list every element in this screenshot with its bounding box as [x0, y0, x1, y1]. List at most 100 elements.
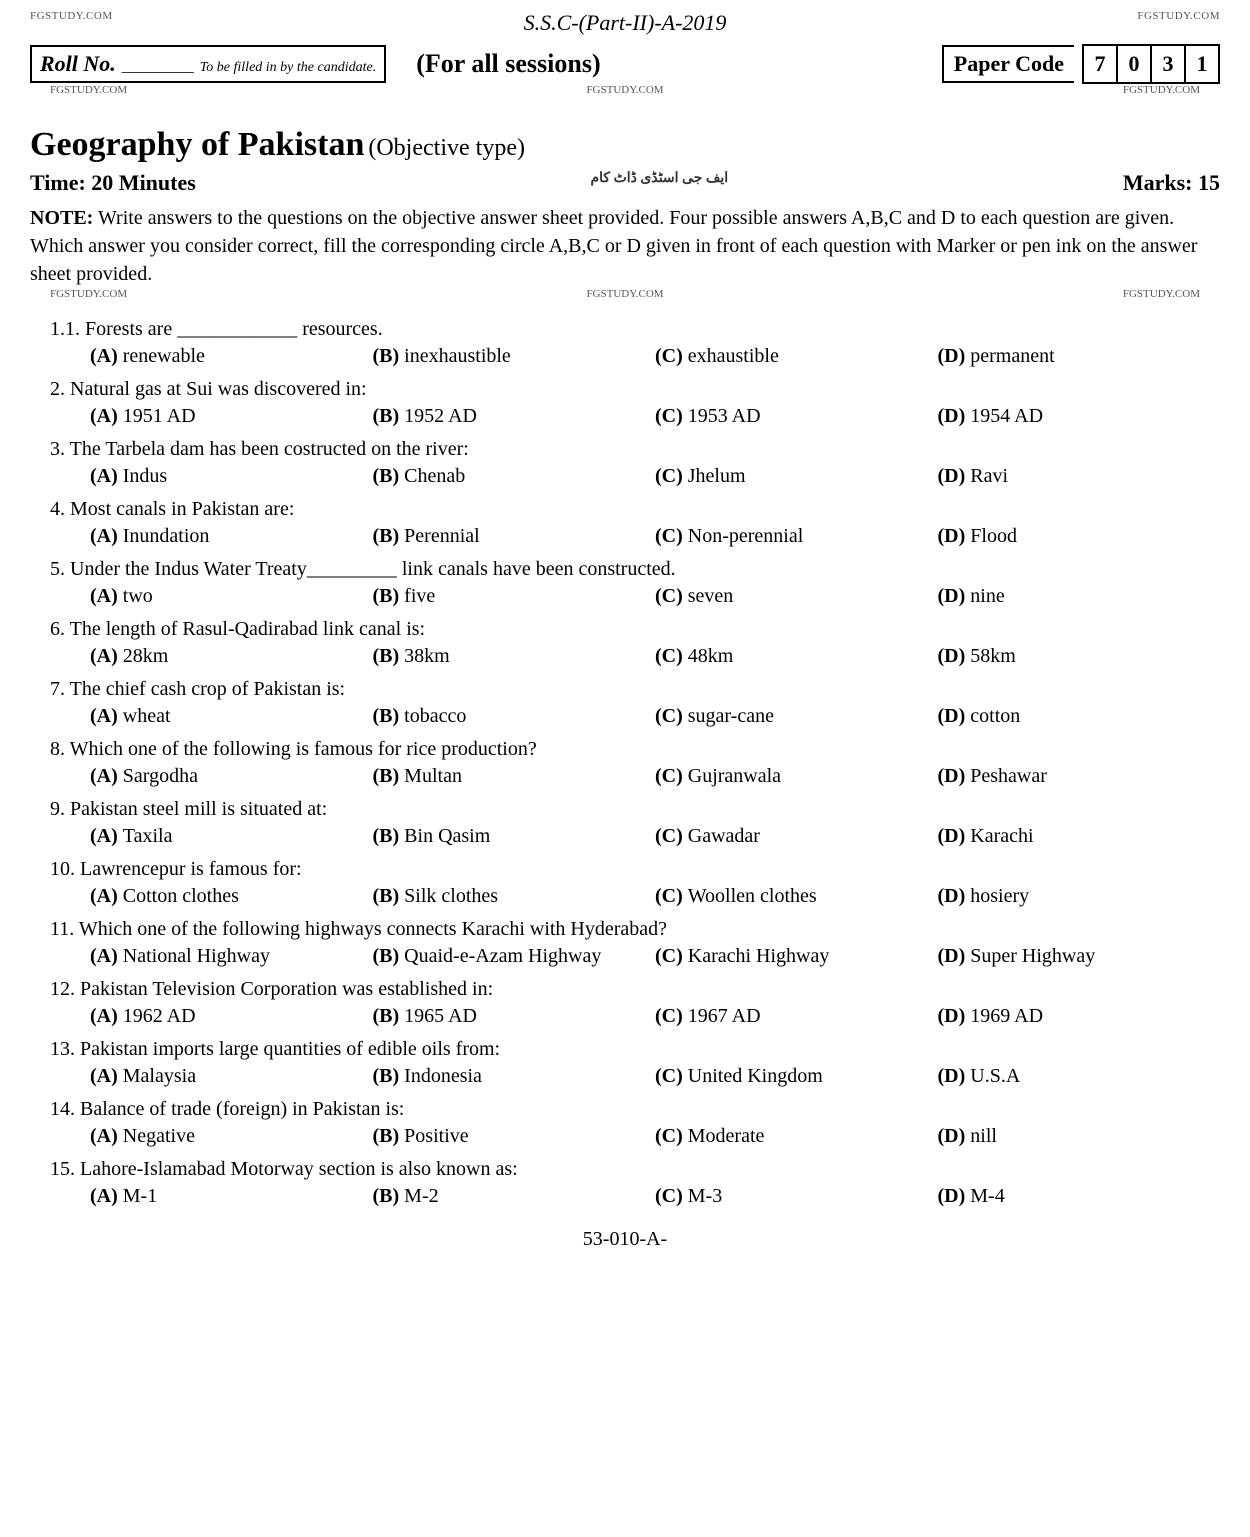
question-text: 12. Pakistan Television Corporation was …: [30, 978, 1220, 1001]
options-row: (A) Sargodha(B) Multan(C) Gujranwala(D) …: [30, 765, 1220, 788]
option-text: 38km: [404, 645, 450, 667]
option-text: Peshawar: [970, 765, 1047, 787]
option-label: (C): [655, 825, 688, 847]
option-text: Gujranwala: [688, 765, 781, 787]
options-row: (A) two(B) five(C) seven(D) nine: [30, 585, 1220, 608]
question: 2. Natural gas at Sui was discovered in:…: [30, 378, 1220, 428]
option: (B) Multan: [373, 765, 656, 788]
option-text: 58km: [970, 645, 1016, 667]
roll-box: Roll No. _________ To be filled in by th…: [30, 45, 386, 83]
subject-title: Geography of Pakistan: [30, 126, 364, 163]
option-label: (B): [373, 1005, 405, 1027]
option-text: Jhelum: [688, 465, 746, 487]
option-text: United Kingdom: [688, 1065, 823, 1087]
option-label: (A): [90, 825, 123, 847]
option-text: M-2: [404, 1185, 438, 1207]
option-text: Karachi Highway: [688, 945, 830, 967]
watermark: FGSTUDY.COM: [586, 288, 663, 300]
option-text: Indus: [123, 465, 167, 487]
watermark-row: FGSTUDY.COM FGSTUDY.COM FGSTUDY.COM: [30, 84, 1220, 96]
option: (A) Negative: [90, 1125, 373, 1148]
option-text: M-4: [970, 1185, 1004, 1207]
options-row: (A) Negative(B) Positive (C) Moderate(D) …: [30, 1125, 1220, 1148]
option: (A) renewable: [90, 345, 373, 368]
option: (D) 1969 AD: [938, 1005, 1221, 1028]
option: (D) Flood: [938, 525, 1221, 548]
option-text: Quaid-e-Azam Highway: [404, 945, 601, 967]
question-text: 7. The chief cash crop of Pakistan is:: [30, 678, 1220, 701]
option-text: two: [123, 585, 153, 607]
option-label: (B): [373, 345, 405, 367]
option-text: 1952 AD: [404, 405, 477, 427]
option-text: Ravi: [970, 465, 1008, 487]
footer-code: 53-010-A-: [30, 1228, 1220, 1251]
option-text: Silk clothes: [404, 885, 498, 907]
option-text: Non-perennial: [688, 525, 804, 547]
option: (B) Indonesia: [373, 1065, 656, 1088]
question-text: 10. Lawrencepur is famous for:: [30, 858, 1220, 881]
option: (C) Gawadar: [655, 825, 938, 848]
option-label: (C): [655, 1065, 688, 1087]
options-row: (A) renewable(B) inexhaustible (C) exhaus…: [30, 345, 1220, 368]
option-text: 48km: [688, 645, 734, 667]
option-label: (A): [90, 885, 123, 907]
option-text: 1967 AD: [688, 1005, 761, 1027]
option-label: (B): [373, 1065, 405, 1087]
option: (A) Taxila: [90, 825, 373, 848]
option: (C) exhaustible: [655, 345, 938, 368]
option-text: M-3: [688, 1185, 722, 1207]
option-text: 1953 AD: [688, 405, 761, 427]
option-text: inexhaustible: [404, 345, 511, 367]
options-row: (A) National Highway(B) Quaid-e-Azam Hig…: [30, 945, 1220, 968]
option-label: (D): [938, 1125, 971, 1147]
option: (C) Woollen clothes: [655, 885, 938, 908]
options-row: (A) Cotton clothes(B) Silk clothes(C) Wo…: [30, 885, 1220, 908]
question-text: 11. Which one of the following highways …: [30, 918, 1220, 941]
option-text: 28km: [123, 645, 169, 667]
option: (B) tobacco: [373, 705, 656, 728]
option-text: Woollen clothes: [688, 885, 817, 907]
option: (C) 48km: [655, 645, 938, 668]
paper-code-digit: 0: [1116, 44, 1152, 84]
paper-code-cells: 7 0 3 1: [1082, 44, 1220, 84]
option-label: (A): [90, 585, 123, 607]
option-text: seven: [688, 585, 734, 607]
option-label: (C): [655, 465, 688, 487]
option-label: (B): [373, 1125, 405, 1147]
question: 13. Pakistan imports large quantities of…: [30, 1038, 1220, 1088]
option-label: (A): [90, 1005, 123, 1027]
option: (A) Malaysia: [90, 1065, 373, 1088]
option: (B) Bin Qasim: [373, 825, 656, 848]
option-label: (A): [90, 405, 123, 427]
option: (B) M-2: [373, 1185, 656, 1208]
option-label: (C): [655, 525, 688, 547]
option: (D) Karachi: [938, 825, 1221, 848]
option-label: (A): [90, 465, 123, 487]
question-text: 3. The Tarbela dam has been costructed o…: [30, 438, 1220, 461]
option-text: Flood: [970, 525, 1017, 547]
note-block: NOTE: Write answers to the questions on …: [30, 204, 1220, 288]
option-label: (D): [938, 1065, 971, 1087]
option-text: hosiery: [970, 885, 1029, 907]
option: (C) Moderate: [655, 1125, 938, 1148]
option: (A) Sargodha: [90, 765, 373, 788]
option: (C) Jhelum: [655, 465, 938, 488]
option-label: (A): [90, 1185, 123, 1207]
option: (A) wheat: [90, 705, 373, 728]
option-text: nill: [970, 1125, 997, 1147]
option-label: (A): [90, 345, 123, 367]
option: (B) 1965 AD: [373, 1005, 656, 1028]
option: (D) nill: [938, 1125, 1221, 1148]
paper-code-label: Paper Code: [942, 45, 1074, 83]
option-text: 1962 AD: [123, 1005, 196, 1027]
option-text: Moderate: [688, 1125, 765, 1147]
option-text: 1954 AD: [970, 405, 1043, 427]
subject-row: Geography of Pakistan (Objective type): [30, 126, 1220, 164]
question: 4. Most canals in Pakistan are:(A) Inund…: [30, 498, 1220, 548]
option-text: Positive: [404, 1125, 468, 1147]
questions-container: 1.1. Forests are ____________ resources.…: [30, 318, 1220, 1208]
option-text: M-1: [123, 1185, 157, 1207]
option-text: tobacco: [404, 705, 466, 727]
option-label: (C): [655, 585, 688, 607]
option-label: (C): [655, 885, 688, 907]
